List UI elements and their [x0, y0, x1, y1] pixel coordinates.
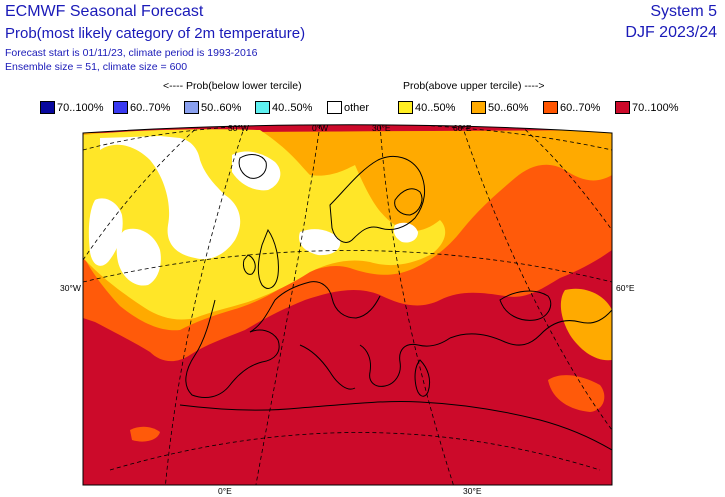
coastline: [243, 254, 256, 275]
graticule-line: [254, 124, 321, 485]
graticule-line: [461, 124, 612, 431]
subtitle: Prob(most likely category of 2m temperat…: [5, 25, 306, 42]
legend-label: 40..50%: [272, 101, 313, 114]
legend-swatch: [471, 101, 486, 114]
anomaly-region-60: [548, 375, 605, 412]
lon-label-bottom: 0°E: [218, 486, 232, 496]
legend-item: 40..50%: [255, 101, 312, 114]
lat-label-right: 60°E: [616, 283, 635, 293]
coastline: [249, 281, 381, 333]
ensemble-info: Ensemble size = 51, climate size = 600: [5, 61, 188, 73]
graticule-line: [83, 124, 612, 151]
legend-label: 70..100%: [57, 101, 104, 114]
legend-swatch: [543, 101, 558, 114]
legend-label: 50..60%: [488, 101, 529, 114]
legend-label: 60..70%: [560, 101, 601, 114]
anomaly-region-other: [299, 229, 341, 256]
title: ECMWF Seasonal Forecast: [5, 3, 204, 20]
graticule-line: [83, 124, 201, 261]
legend-label: 40..50%: [415, 101, 456, 114]
legend-item: 60..70%: [543, 101, 600, 114]
legend-label: 70..100%: [632, 101, 679, 114]
legend-swatch: [615, 101, 630, 114]
legend-label: other: [344, 101, 370, 114]
legend-below-heading: <---- Prob(below lower tercile): [163, 80, 302, 92]
graticule-line: [519, 124, 612, 231]
legend-item: 60..70%: [113, 101, 170, 114]
legend-label: 60..70%: [130, 101, 171, 114]
coastline: [414, 359, 431, 397]
legend-swatch: [113, 101, 128, 114]
legend-swatch: [40, 101, 55, 114]
legend-swatch: [327, 101, 342, 114]
legend-above-heading: Prob(above upper tercile) ---->: [403, 80, 545, 92]
legend-swatch: [255, 101, 270, 114]
coastline: [179, 401, 612, 451]
coastline: [499, 290, 552, 321]
anomaly-region-60: [130, 426, 160, 442]
graticule-line: [164, 124, 246, 485]
legend-item: 50..60%: [471, 101, 528, 114]
legend-swatch: [184, 101, 199, 114]
anomaly-region-other: [232, 151, 281, 191]
graticule-line: [83, 250, 612, 283]
coastline: [329, 156, 426, 243]
map-frame: [82, 124, 613, 486]
season-label: DJF 2023/24: [625, 24, 717, 41]
legend-item: 70..100%: [615, 101, 678, 114]
legend-item: other: [327, 101, 369, 114]
graticule-line: [109, 432, 601, 471]
lon-label-top: 60°E: [453, 123, 472, 133]
anomaly-region-50: [560, 288, 612, 361]
legend-item: 40..50%: [398, 101, 455, 114]
lon-label-top: 0°W: [312, 123, 328, 133]
coastline: [359, 337, 451, 387]
legend-item: 50..60%: [184, 101, 241, 114]
lon-label-bottom: 30°E: [463, 486, 482, 496]
legend-swatch: [398, 101, 413, 114]
forecast-info: Forecast start is 01/11/23, climate peri…: [5, 47, 258, 59]
lon-label-top: 30°W: [228, 123, 249, 133]
lat-label-left: 30°W: [60, 283, 81, 293]
system-label: System 5: [650, 3, 717, 20]
coastline: [449, 309, 612, 346]
anomaly-region-other: [100, 136, 241, 260]
coastline: [299, 344, 356, 390]
coastline: [238, 154, 267, 179]
coastline: [257, 228, 279, 289]
anomaly-region-other: [116, 228, 161, 286]
coastline: [185, 299, 280, 398]
anomaly-region-other: [88, 198, 123, 266]
coastline: [394, 188, 423, 216]
legend-item: 70..100%: [40, 101, 103, 114]
lon-label-top: 30°E: [372, 123, 391, 133]
legend-label: 50..60%: [201, 101, 242, 114]
